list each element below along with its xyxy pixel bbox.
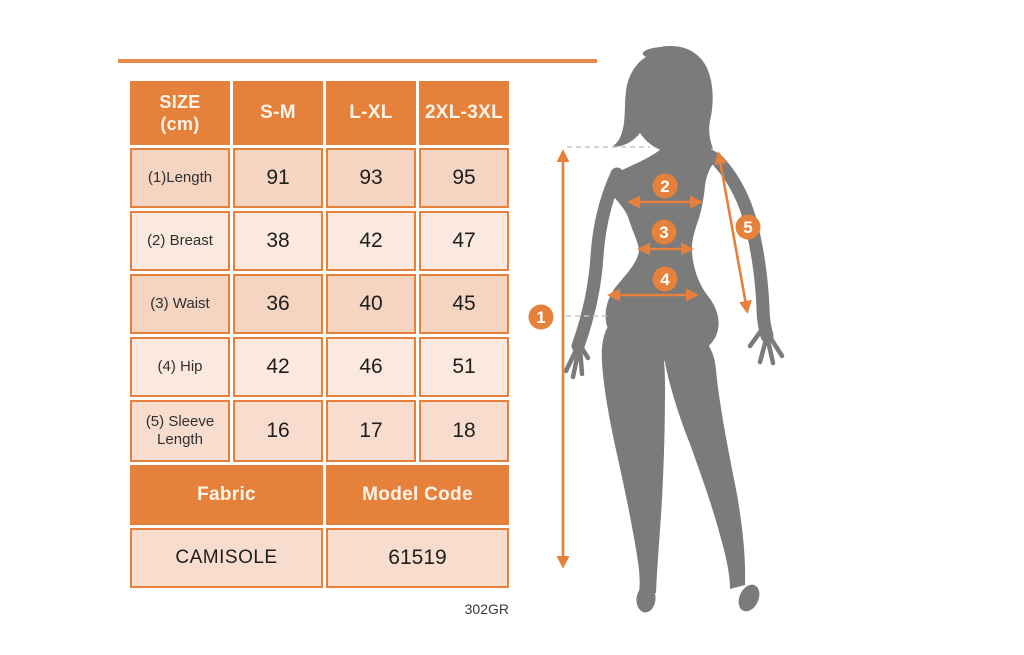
head-hair-shape — [612, 46, 713, 153]
marker-sleeve: 5 — [735, 214, 761, 240]
sleeve-arrow — [714, 151, 752, 314]
measurement-markers: 1 2 3 4 5 — [528, 173, 761, 330]
model-code-value: 61519 — [326, 528, 509, 588]
marker-hip: 4 — [652, 266, 678, 292]
waist-l-xl: 40 — [326, 274, 416, 334]
hip-2xl-3xl: 51 — [419, 337, 509, 397]
size-table-header-row: SIZE (cm) S-M L-XL 2XL-3XL — [130, 81, 509, 145]
fabric-header: Fabric — [130, 465, 323, 525]
hip-s-m: 42 — [233, 337, 323, 397]
length-l-xl: 93 — [326, 148, 416, 208]
info-header-row: Fabric Model Code — [130, 465, 509, 525]
left-foot — [636, 585, 656, 613]
measurement-arrows — [556, 149, 752, 569]
fabric-value: CAMISOLE — [130, 528, 323, 588]
right-hand-fingers — [747, 325, 785, 366]
table-row-breast: (2) Breast 38 42 47 — [130, 211, 509, 271]
marker-breast-number: 2 — [660, 177, 669, 196]
marker-sleeve-number: 5 — [743, 218, 752, 237]
left-arm — [571, 167, 624, 353]
left-hand-fingers — [563, 339, 591, 380]
body-silhouette — [563, 46, 785, 613]
marker-breast-circle — [652, 173, 678, 199]
marker-waist-circle — [651, 219, 677, 245]
marker-hip-circle — [652, 266, 678, 292]
right-foot — [738, 584, 760, 612]
sleeve-2xl-3xl: 18 — [419, 400, 509, 462]
marker-length-circle — [528, 304, 554, 330]
product-code: 302GR — [464, 601, 509, 617]
model-code-header: Model Code — [326, 465, 509, 525]
waist-s-m: 36 — [233, 274, 323, 334]
marker-breast: 2 — [652, 173, 678, 199]
left-leg — [601, 328, 665, 593]
length-2xl-3xl: 95 — [419, 148, 509, 208]
marker-sleeve-circle — [735, 214, 761, 240]
marker-waist-number: 3 — [659, 223, 668, 242]
row-label-length: (1)Length — [130, 148, 230, 208]
breast-2xl-3xl: 47 — [419, 211, 509, 271]
row-label-waist: (3) Waist — [130, 274, 230, 334]
row-label-breast: (2) Breast — [130, 211, 230, 271]
size-cm-header: SIZE (cm) — [130, 81, 230, 145]
size-table: SIZE (cm) S-M L-XL 2XL-3XL (1)Length 91 … — [127, 78, 512, 591]
row-label-hip: (4) Hip — [130, 337, 230, 397]
top-divider-line — [118, 59, 597, 63]
row-label-sleeve-length: (5) Sleeve Length — [130, 400, 230, 462]
marker-hip-number: 4 — [660, 270, 670, 289]
length-s-m: 91 — [233, 148, 323, 208]
col-header-s-m: S-M — [233, 81, 323, 145]
marker-waist: 3 — [651, 219, 677, 245]
waist-2xl-3xl: 45 — [419, 274, 509, 334]
guide-lines — [566, 146, 650, 317]
table-row-hip: (4) Hip 42 46 51 — [130, 337, 509, 397]
col-header-l-xl: L-XL — [326, 81, 416, 145]
breast-s-m: 38 — [233, 211, 323, 271]
sleeve-s-m: 16 — [233, 400, 323, 462]
right-leg — [663, 342, 746, 589]
table-row-length: (1)Length 91 93 95 — [130, 148, 509, 208]
breast-l-xl: 42 — [326, 211, 416, 271]
measurement-figure: 1 2 3 4 5 — [528, 46, 785, 613]
table-row-sleeve-length: (5) Sleeve Length 16 17 18 — [130, 400, 509, 462]
sleeve-l-xl: 17 — [326, 400, 416, 462]
hip-l-xl: 46 — [326, 337, 416, 397]
table-row-waist: (3) Waist 36 40 45 — [130, 274, 509, 334]
marker-length-number: 1 — [536, 308, 545, 327]
info-value-row: CAMISOLE 61519 — [130, 528, 509, 588]
col-header-2xl-3xl: 2XL-3XL — [419, 81, 509, 145]
marker-length: 1 — [528, 304, 554, 330]
